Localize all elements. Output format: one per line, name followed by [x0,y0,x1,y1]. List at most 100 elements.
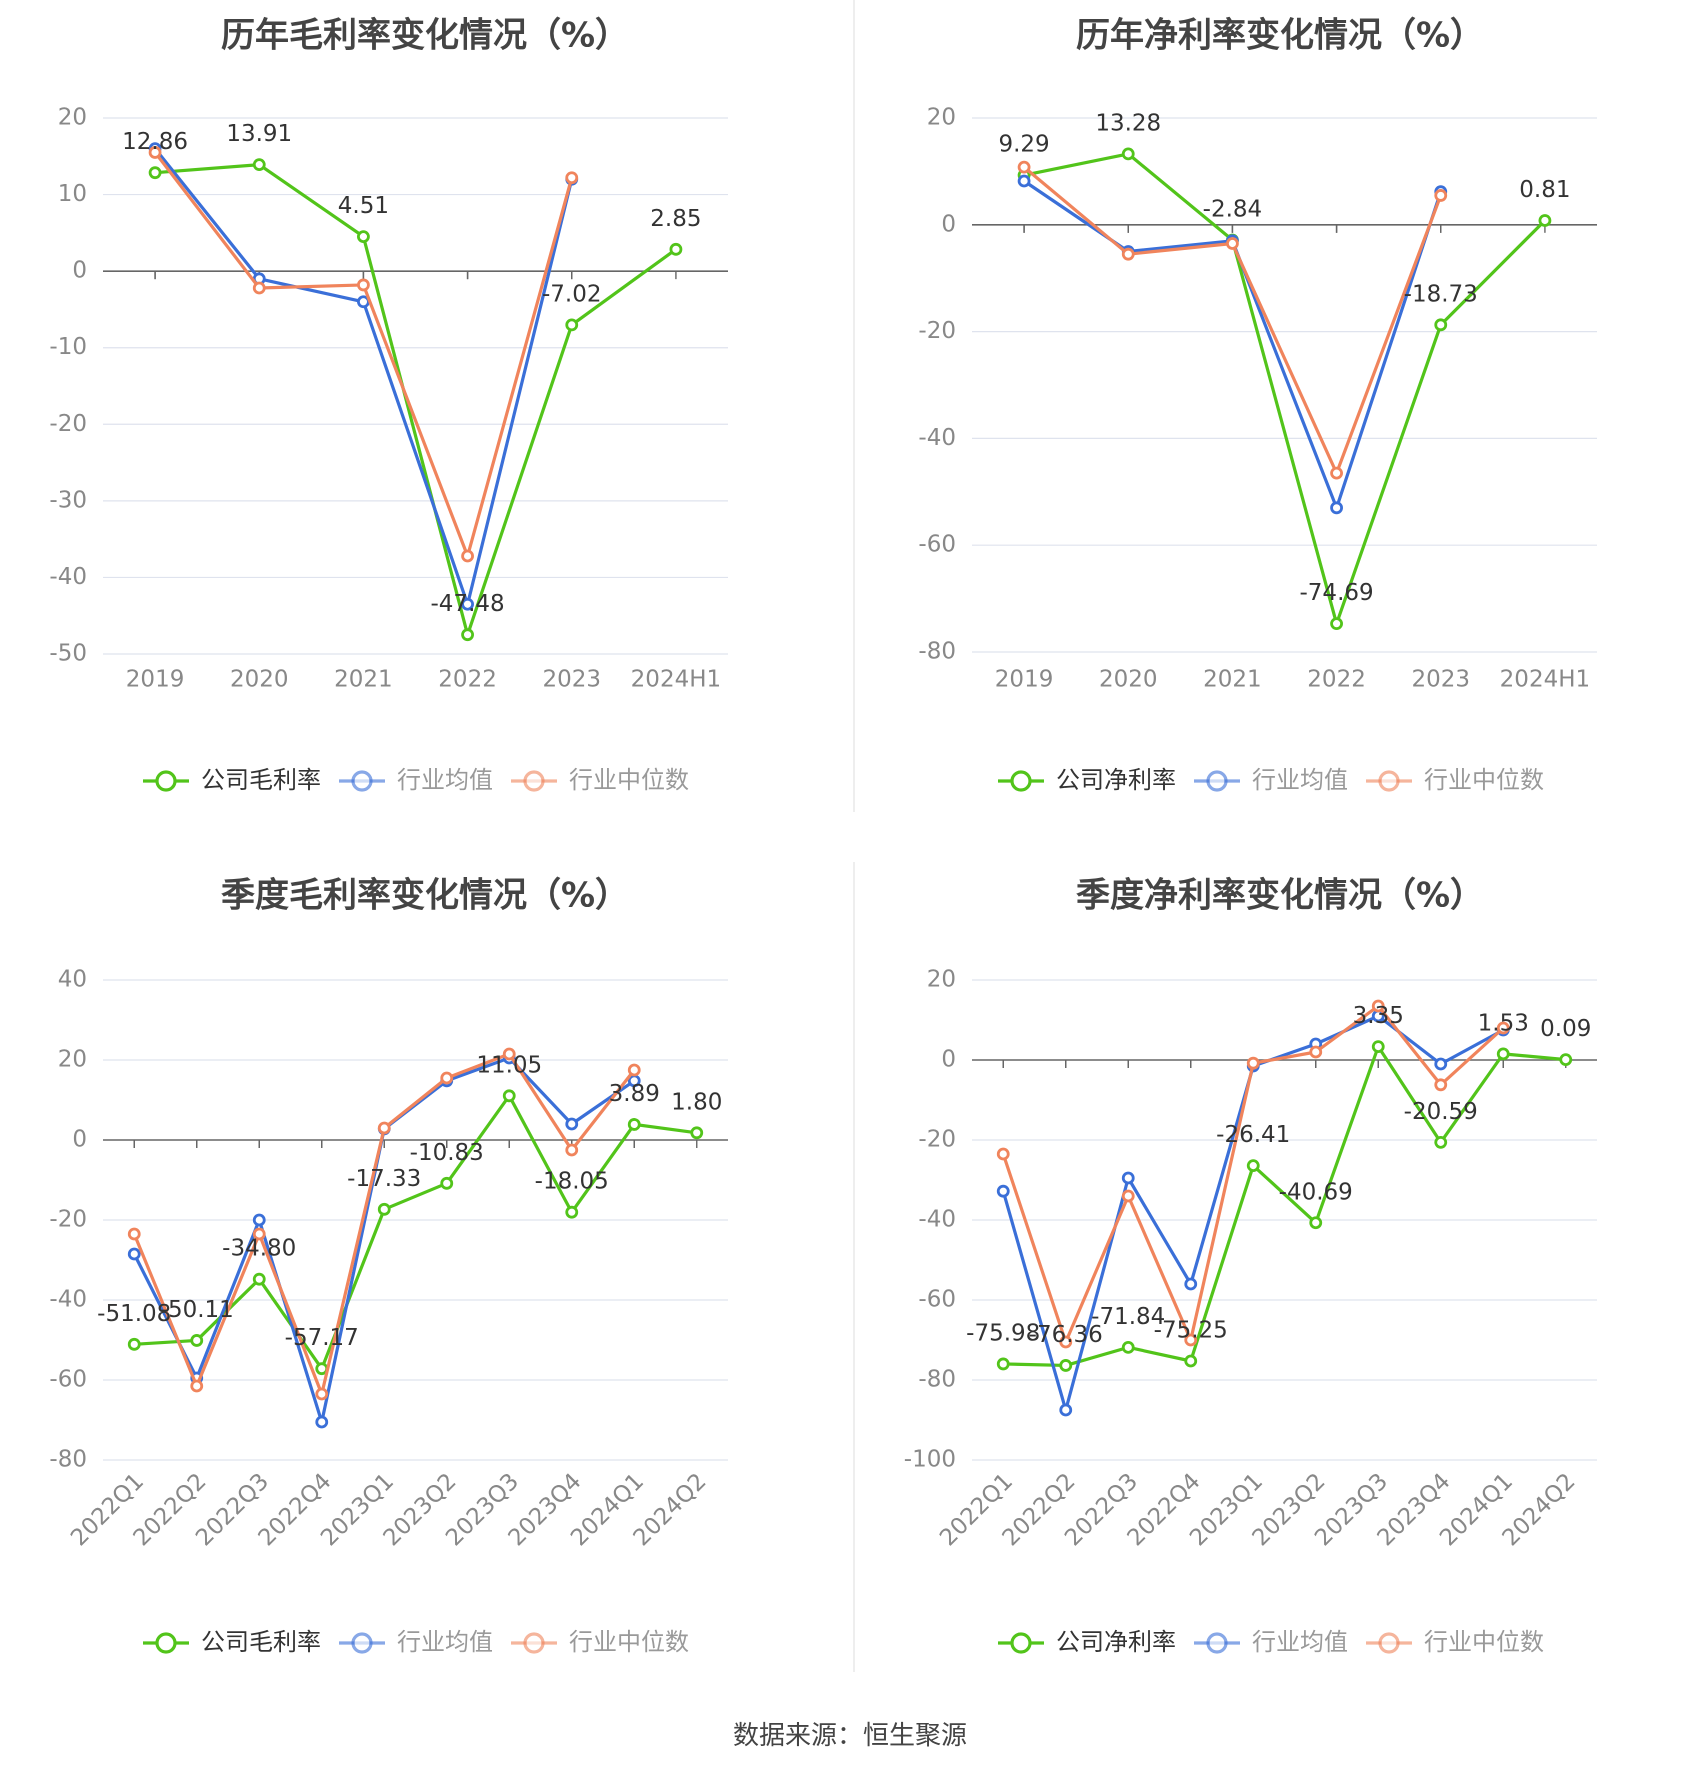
data-label: -17.33 [347,1166,421,1192]
data-label: -7.02 [542,281,602,307]
legend-marker [155,1632,177,1654]
data-label: 12.86 [122,129,188,155]
y-tick-label: 0 [941,211,956,237]
data-point-median [1371,999,1385,1013]
data-point-avg [127,1247,141,1261]
series-line-avg [132,1056,636,1424]
data-point-median [996,1147,1010,1161]
data-point-median [502,1047,516,1061]
data-point-median [1434,1078,1448,1092]
data-point-company [1496,1047,1510,1061]
series-line-company [134,1094,697,1371]
data-label: -75.98 [966,1320,1040,1346]
y-tick-label: 40 [58,967,87,993]
legend-label: 行业中位数 [1424,766,1544,794]
legend-marker [1378,1632,1400,1654]
y-tick-label: -20 [49,411,87,437]
y-tick-label: 0 [72,258,87,284]
data-label: -51.08 [97,1301,171,1327]
x-tick-label: 2023 [1411,667,1470,693]
data-point-avg [1330,501,1343,515]
y-tick-label: 10 [58,181,87,207]
y-tick-label: 20 [58,105,87,131]
data-label: 0.81 [1519,177,1570,203]
data-point-company [148,166,162,180]
legend-label: 行业均值 [1252,1628,1348,1656]
y-tick-label: -50 [49,641,87,667]
legend-item-company: 公司毛利率 [143,1628,321,1656]
x-tick-label: 2021 [334,667,393,693]
data-point-avg [1184,1277,1198,1291]
data-label: -18.05 [535,1169,609,1195]
data-point-median [1226,237,1239,250]
legend-label: 公司净利率 [1056,766,1176,794]
data-label: -2.84 [1203,196,1263,222]
data-label: 1.80 [671,1089,722,1115]
data-point-median [1330,466,1343,480]
data-point-median [1434,189,1448,202]
x-tick-label: 2020 [1099,667,1158,693]
data-label: 0.09 [1540,1016,1591,1042]
legend-item-company: 公司净利率 [998,766,1176,794]
legend-item-avg: 行业均值 [339,1628,493,1656]
data-point-median [1121,247,1135,261]
legend-label: 行业中位数 [1424,1628,1544,1656]
data-label: -34.80 [222,1236,296,1262]
legend-item-company: 公司毛利率 [143,766,321,794]
legend-item-median: 行业中位数 [1366,1628,1544,1656]
legend-label: 行业均值 [1252,766,1348,794]
data-point-company [1184,1354,1198,1368]
y-tick-label: 0 [72,1127,87,1153]
y-tick-label: -40 [49,1287,87,1313]
y-tick-label: 20 [927,105,956,131]
x-tick-label: 2021 [1203,667,1262,693]
y-tick-label: -30 [49,487,87,513]
legend-item-median: 行业中位数 [1366,766,1544,794]
data-label: 13.28 [1095,110,1161,136]
data-point-avg [1017,174,1031,188]
x-tick-label: 2019 [126,667,185,693]
data-point-company [1434,1135,1448,1149]
data-point-avg [565,1117,579,1131]
x-tick-label: 2019 [995,667,1054,693]
y-tick-label: -60 [49,1367,87,1393]
data-label: -47.48 [431,591,505,617]
chart-title: 季度净利率变化情况（%） [1076,876,1484,916]
legend-item-avg: 行业均值 [339,766,493,794]
data-point-median [1246,1056,1260,1070]
data-point-company [1538,214,1552,227]
y-tick-label: -40 [49,564,87,590]
data-label: 11.05 [476,1052,542,1078]
y-tick-label: 20 [927,967,956,993]
data-point-company [669,242,683,256]
data-point-median [127,1227,141,1241]
legend-marker [523,770,545,792]
data-label: 3.35 [1353,1003,1404,1029]
data-point-company [1059,1359,1073,1372]
data-label: 3.89 [609,1081,660,1107]
y-tick-label: 0 [941,1047,956,1073]
data-point-company [627,1118,641,1131]
data-point-avg [1059,1403,1073,1417]
data-point-avg [1121,1171,1135,1185]
data-point-avg [996,1184,1010,1198]
legend-marker [1206,1632,1228,1654]
data-point-median [315,1387,329,1401]
legend-marker [523,1632,545,1654]
data-point-median [565,171,579,185]
data-label: 9.29 [998,132,1049,158]
chart-title: 季度毛利率变化情况（%） [221,876,629,916]
data-point-median [1496,1021,1510,1035]
data-point-company [127,1337,141,1351]
legend-label: 公司毛利率 [201,766,321,794]
data-point-company [440,1176,454,1190]
legend-marker [351,1632,373,1654]
legend-marker [351,770,373,792]
data-label: 1.53 [1478,1010,1529,1036]
y-tick-label: -60 [918,532,956,558]
data-label: -74.69 [1300,580,1374,606]
data-point-company [1371,1040,1385,1053]
data-point-median [377,1121,391,1135]
legend-label: 行业中位数 [569,1628,689,1656]
